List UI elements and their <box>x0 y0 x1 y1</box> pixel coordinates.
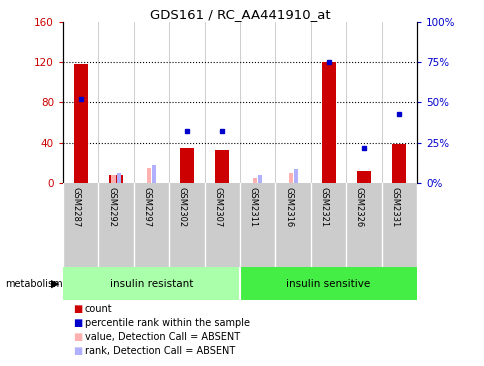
Bar <box>74 64 88 183</box>
Bar <box>111 175 116 183</box>
Bar <box>288 173 292 183</box>
Text: GSM2331: GSM2331 <box>390 187 398 227</box>
Text: GSM2297: GSM2297 <box>142 187 151 227</box>
Text: count: count <box>85 304 112 314</box>
Text: ■: ■ <box>73 346 82 356</box>
Bar <box>240 267 416 300</box>
Bar <box>63 267 240 300</box>
Bar <box>321 62 335 183</box>
Bar <box>293 169 297 183</box>
Text: GSM2287: GSM2287 <box>72 187 80 227</box>
Text: GSM2292: GSM2292 <box>107 187 116 227</box>
Text: GSM2316: GSM2316 <box>284 187 292 227</box>
Bar <box>392 144 406 183</box>
Bar <box>116 173 121 183</box>
Text: insulin sensitive: insulin sensitive <box>286 279 370 289</box>
Text: value, Detection Call = ABSENT: value, Detection Call = ABSENT <box>85 332 240 342</box>
Text: GSM2326: GSM2326 <box>354 187 363 227</box>
Text: ▶: ▶ <box>51 279 60 289</box>
Text: GSM2307: GSM2307 <box>213 187 222 227</box>
Bar <box>257 175 262 183</box>
Text: GSM2311: GSM2311 <box>248 187 257 227</box>
Bar <box>215 150 229 183</box>
Text: ■: ■ <box>73 318 82 328</box>
Bar <box>356 171 370 183</box>
Bar <box>147 168 151 183</box>
Text: insulin resistant: insulin resistant <box>110 279 193 289</box>
Text: ■: ■ <box>73 304 82 314</box>
Text: percentile rank within the sample: percentile rank within the sample <box>85 318 249 328</box>
Title: GDS161 / RC_AA441910_at: GDS161 / RC_AA441910_at <box>150 8 330 21</box>
Bar <box>253 178 257 183</box>
Text: GSM2321: GSM2321 <box>319 187 328 227</box>
Bar <box>151 165 156 183</box>
Bar <box>63 267 416 300</box>
Text: rank, Detection Call = ABSENT: rank, Detection Call = ABSENT <box>85 346 235 356</box>
Text: ■: ■ <box>73 332 82 342</box>
Text: GSM2302: GSM2302 <box>178 187 186 227</box>
Text: metabolism: metabolism <box>5 279 62 289</box>
Bar <box>109 175 123 183</box>
Bar <box>180 148 194 183</box>
